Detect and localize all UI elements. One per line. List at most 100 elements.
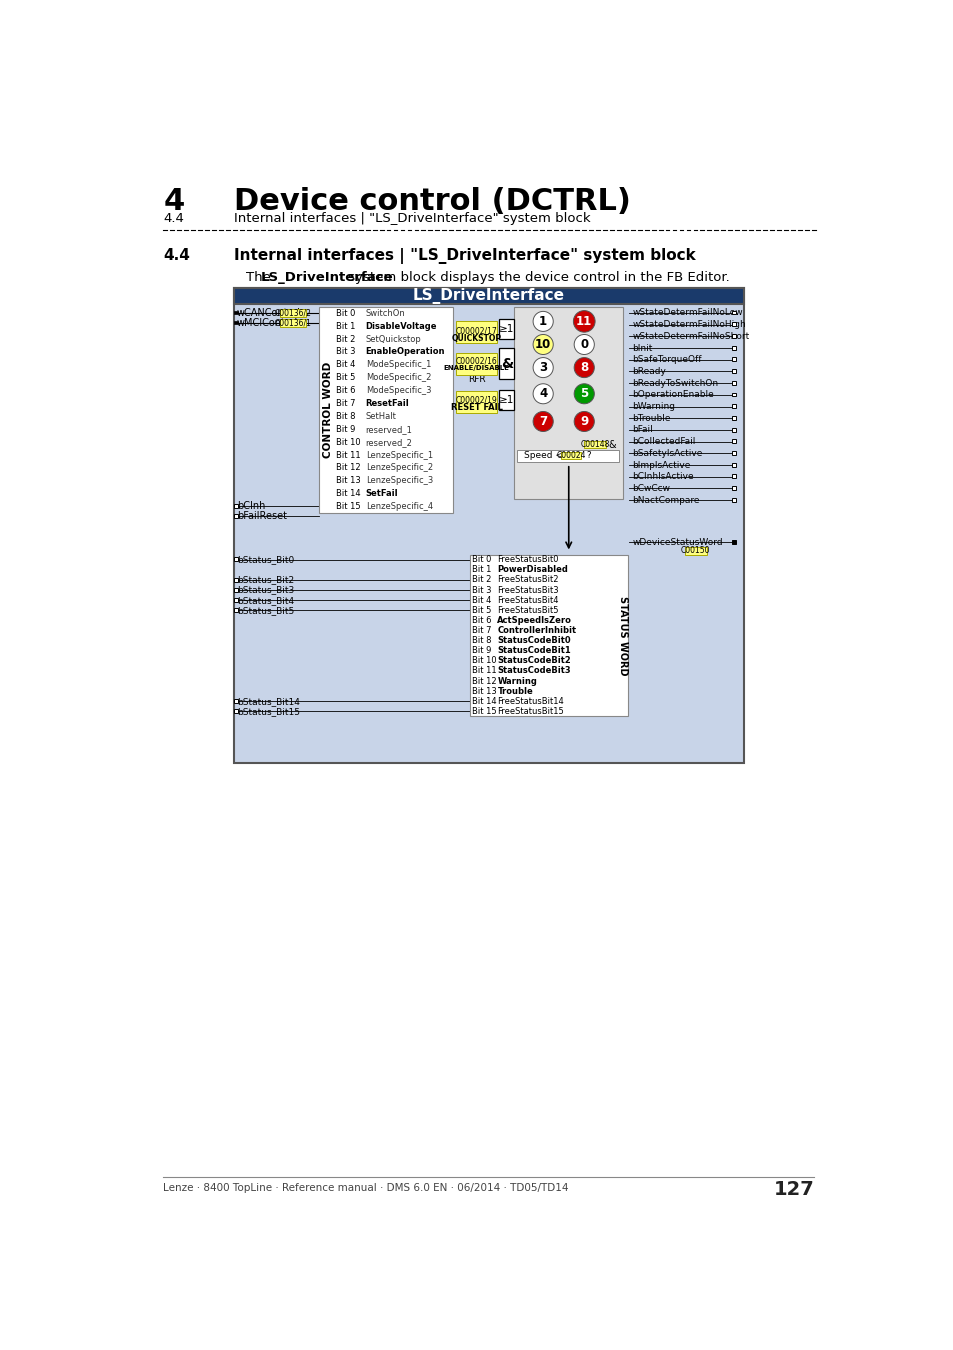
Text: LenzeSpecific_1: LenzeSpecific_1 <box>365 451 433 459</box>
Text: SetHalt: SetHalt <box>365 412 396 421</box>
Text: wMCIControl: wMCIControl <box>236 319 298 328</box>
Text: bOperationEnable: bOperationEnable <box>632 390 713 400</box>
Text: Bit 5: Bit 5 <box>335 373 355 382</box>
Text: bSafetyIsActive: bSafetyIsActive <box>632 448 702 458</box>
Text: 4.4: 4.4 <box>163 248 190 263</box>
Text: C00024: C00024 <box>556 451 585 460</box>
Text: bFail: bFail <box>632 425 653 435</box>
Text: StatusCodeBit1: StatusCodeBit1 <box>497 647 571 655</box>
Text: Bit 12: Bit 12 <box>335 463 360 472</box>
Bar <box>469 555 628 717</box>
Bar <box>732 474 736 478</box>
Bar <box>732 486 736 490</box>
Bar <box>279 309 306 317</box>
Bar <box>233 699 237 703</box>
Bar <box>456 321 497 343</box>
Text: 4: 4 <box>163 186 185 216</box>
Bar <box>498 319 514 339</box>
Text: Bit 4: Bit 4 <box>472 595 491 605</box>
Text: Bit 11: Bit 11 <box>472 667 496 675</box>
Text: Bit 13: Bit 13 <box>472 687 497 695</box>
Text: EnableOperation: EnableOperation <box>365 347 445 356</box>
Bar <box>732 439 736 443</box>
Bar <box>732 333 736 338</box>
Bar <box>456 392 497 413</box>
Bar <box>732 310 736 315</box>
Text: wDeviceStatusWord: wDeviceStatusWord <box>632 537 722 547</box>
Text: Bit 0: Bit 0 <box>472 555 491 564</box>
Text: Bit 9: Bit 9 <box>335 425 355 433</box>
Text: wStateDetermFailNoShort: wStateDetermFailNoShort <box>632 332 749 340</box>
Text: LenzeSpecific_2: LenzeSpecific_2 <box>365 463 433 472</box>
Text: ≥1: ≥1 <box>498 324 514 333</box>
Circle shape <box>573 310 595 332</box>
Text: LenzeSpecific_4: LenzeSpecific_4 <box>365 502 433 512</box>
Text: Bit 3: Bit 3 <box>472 586 491 594</box>
Bar <box>732 428 736 432</box>
Bar <box>560 451 580 459</box>
Text: The: The <box>245 271 274 285</box>
Text: ≥1: ≥1 <box>498 396 514 405</box>
Text: C00002/19: C00002/19 <box>456 396 497 404</box>
Text: Bit 8: Bit 8 <box>335 412 355 421</box>
Text: Bit 14: Bit 14 <box>472 697 496 706</box>
Text: bCInh: bCInh <box>236 501 265 512</box>
Bar <box>498 348 514 379</box>
Text: DisableVoltage: DisableVoltage <box>365 321 436 331</box>
Bar <box>233 514 237 518</box>
Text: FreeStatusBit15: FreeStatusBit15 <box>497 707 563 716</box>
Text: ModeSpecific_3: ModeSpecific_3 <box>365 386 431 396</box>
Text: CONTROL WORD: CONTROL WORD <box>323 362 334 458</box>
Text: C00002/16: C00002/16 <box>456 356 497 366</box>
Text: bImpIsActive: bImpIsActive <box>632 460 690 470</box>
Text: ActSpeedIsZero: ActSpeedIsZero <box>497 616 572 625</box>
Text: StatusCodeBit2: StatusCodeBit2 <box>497 656 571 666</box>
Text: bStatus_Bit14: bStatus_Bit14 <box>236 697 299 706</box>
Text: bWarning: bWarning <box>632 402 675 410</box>
Text: Bit 15: Bit 15 <box>472 707 496 716</box>
Text: C00002/17: C00002/17 <box>456 325 497 335</box>
Text: Bit 5: Bit 5 <box>472 606 491 614</box>
Text: FreeStatusBit14: FreeStatusBit14 <box>497 697 563 706</box>
Text: RFR: RFR <box>467 375 485 385</box>
Bar <box>456 352 497 374</box>
Text: 4: 4 <box>538 387 547 400</box>
Bar <box>233 587 237 591</box>
Bar <box>583 440 605 448</box>
Text: C00136/1: C00136/1 <box>274 319 311 328</box>
Text: Bit 8: Bit 8 <box>472 636 491 645</box>
Text: bCollectedFail: bCollectedFail <box>632 437 695 446</box>
Bar <box>732 323 736 327</box>
Text: bSafeTorqueOff: bSafeTorqueOff <box>632 355 701 364</box>
Text: 9: 9 <box>579 414 588 428</box>
Text: bStatus_Bit15: bStatus_Bit15 <box>236 707 300 716</box>
Bar <box>732 369 736 373</box>
Text: Bit 7: Bit 7 <box>472 626 491 634</box>
Bar <box>233 578 237 582</box>
Bar <box>732 346 736 350</box>
Text: SetQuickstop: SetQuickstop <box>365 335 421 343</box>
Text: Bit 10: Bit 10 <box>335 437 360 447</box>
Text: Bit 3: Bit 3 <box>335 347 355 356</box>
Bar <box>319 306 452 513</box>
Text: Lenze · 8400 TopLine · Reference manual · DMS 6.0 EN · 06/2014 · TD05/TD14: Lenze · 8400 TopLine · Reference manual … <box>163 1183 568 1193</box>
Circle shape <box>533 358 553 378</box>
Text: reserved_2: reserved_2 <box>365 437 412 447</box>
Text: bFailReset: bFailReset <box>236 512 287 521</box>
Text: C00148: C00148 <box>579 440 609 450</box>
Bar <box>279 319 306 327</box>
Bar <box>732 393 736 397</box>
Text: SwitchOn: SwitchOn <box>365 309 405 317</box>
Text: FreeStatusBit4: FreeStatusBit4 <box>497 595 558 605</box>
Text: 11: 11 <box>576 315 592 328</box>
Text: Speed <: Speed < <box>523 451 565 460</box>
Bar <box>233 320 237 324</box>
Text: system block displays the device control in the FB Editor.: system block displays the device control… <box>344 271 729 285</box>
Bar <box>498 390 514 410</box>
Text: bStatus_Bit0: bStatus_Bit0 <box>236 555 294 564</box>
Text: Bit 1: Bit 1 <box>335 321 355 331</box>
Text: 1: 1 <box>538 315 547 328</box>
Text: Bit 0: Bit 0 <box>335 309 355 317</box>
Text: Bit 2: Bit 2 <box>335 335 355 343</box>
Text: Bit 14: Bit 14 <box>335 489 360 498</box>
